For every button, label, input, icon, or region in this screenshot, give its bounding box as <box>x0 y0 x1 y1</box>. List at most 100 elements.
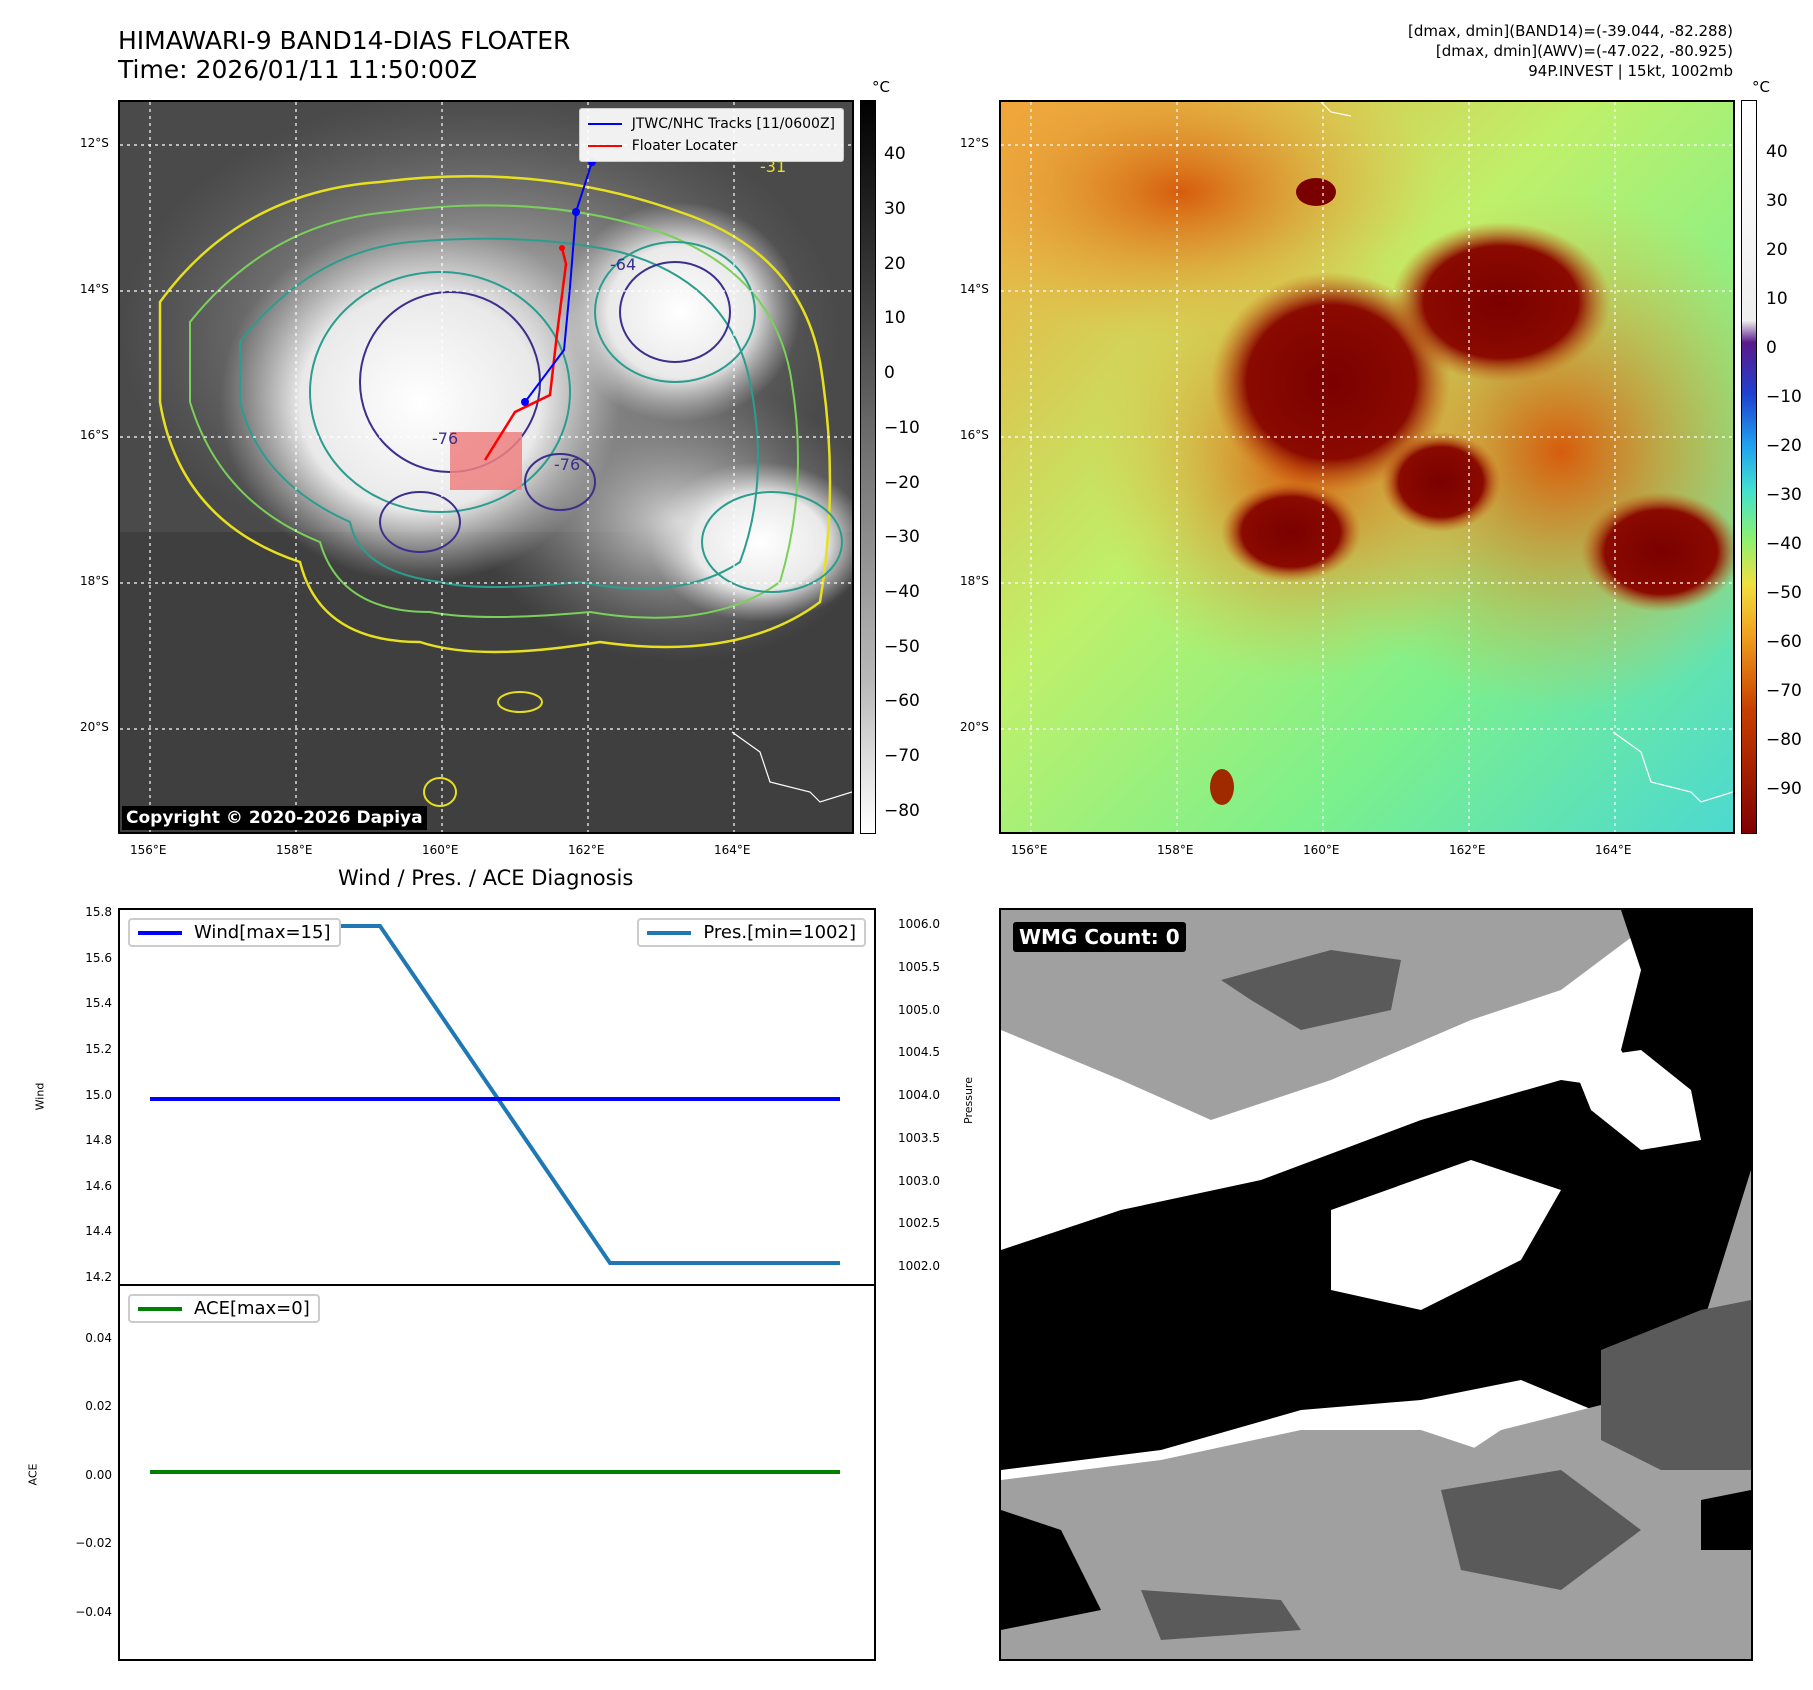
wind-legend: Wind[max=15] <box>128 918 341 947</box>
floater-point <box>559 245 565 251</box>
wind-axis-label: Wind <box>33 1082 47 1111</box>
colorbar-tick: −60 <box>884 691 920 711</box>
colorbar-tick: 30 <box>884 199 906 219</box>
pressure-tick: 1005.0 <box>898 1003 940 1017</box>
wmg-map: WMG Count: 0 <box>999 908 1753 1661</box>
wmg-count-badge: WMG Count: 0 <box>1013 922 1186 952</box>
colorbar-tick: 30 <box>1766 191 1788 211</box>
pressure-legend-label: Pres.[min=1002] <box>703 922 856 943</box>
floater-swatch <box>587 145 622 147</box>
pressure-tick: 1002.0 <box>898 1259 940 1273</box>
ace-axis-label: ACE <box>26 1463 40 1486</box>
colorbar-tick: −80 <box>884 801 920 821</box>
ace-tick: −0.04 <box>75 1605 112 1619</box>
colorbar-tick: −30 <box>884 527 920 547</box>
ace-tick: 0.00 <box>85 1468 112 1482</box>
pressure-tick: 1004.0 <box>898 1088 940 1102</box>
ace-svg <box>150 1470 840 1474</box>
lon-label: 160°E <box>1303 843 1340 857</box>
lat-label: 16°S <box>960 428 989 442</box>
legend-item-track: JTWC/NHC Tracks [11/0600Z] <box>587 113 835 135</box>
wind-swatch <box>138 930 182 935</box>
wind-legend-label: Wind[max=15] <box>194 922 331 943</box>
lon-label: 156°E <box>130 843 167 857</box>
lat-label: 12°S <box>960 136 989 150</box>
ace-legend-label: ACE[max=0] <box>194 1298 310 1319</box>
colorbar-tick: −30 <box>1766 485 1802 505</box>
wmg-image <box>1001 910 1751 1659</box>
lon-label: 164°E <box>714 843 751 857</box>
wind-tick: 15.6 <box>85 951 112 965</box>
legend-track-label: JTWC/NHC Tracks [11/0600Z] <box>631 116 835 132</box>
colorbar-tick: −50 <box>1766 583 1802 603</box>
lat-label: 20°S <box>960 720 989 734</box>
ace-swatch <box>138 1306 182 1311</box>
colorbar-tick: −40 <box>884 582 920 602</box>
colorbar-tick: −50 <box>884 637 920 657</box>
lat-label: 18°S <box>80 574 109 588</box>
wind-tick: 14.6 <box>85 1179 112 1193</box>
track-swatch <box>587 123 622 125</box>
contour-label: -76 <box>432 429 458 448</box>
track-point <box>572 208 580 216</box>
pressure-tick: 1003.0 <box>898 1174 940 1188</box>
pressure-tick: 1004.5 <box>898 1045 940 1059</box>
colorbar-tick: −10 <box>884 418 920 438</box>
lon-label: 162°E <box>568 843 605 857</box>
wind-tick: 14.8 <box>85 1133 112 1147</box>
colorbar-tick: 40 <box>1766 142 1788 162</box>
colorbar-tick: 0 <box>1766 338 1777 358</box>
wind-tick: 15.2 <box>85 1042 112 1056</box>
legend-floater-label: Floater Locater <box>631 138 738 154</box>
colorbar-tick: 40 <box>884 144 906 164</box>
colorbar-tick: −60 <box>1766 632 1802 652</box>
lat-label: 20°S <box>80 720 109 734</box>
ir-colorbar <box>860 100 876 834</box>
pressure-tick: 1005.5 <box>898 960 940 974</box>
pressure-legend: Pres.[min=1002] <box>637 918 866 947</box>
ir-legend: JTWC/NHC Tracks [11/0600Z] Floater Locat… <box>578 108 844 162</box>
lon-label: 156°E <box>1011 843 1048 857</box>
colorbar-tick: 20 <box>1766 240 1788 260</box>
colorbar-tick: 10 <box>884 308 906 328</box>
lon-label: 158°E <box>276 843 313 857</box>
lon-label: 158°E <box>1157 843 1194 857</box>
contour-label: -76 <box>554 455 580 474</box>
colorbar-tick: −10 <box>1766 387 1802 407</box>
lat-label: 16°S <box>80 428 109 442</box>
colorbar-tick: −40 <box>1766 534 1802 554</box>
pressure-tick: 1006.0 <box>898 917 940 931</box>
colorbar-tick: 20 <box>884 254 906 274</box>
band14-range-text: [dmax, dmin](BAND14)=(-39.044, -82.288) <box>1408 22 1733 40</box>
track-point <box>521 398 529 406</box>
colorbar-tick: −70 <box>884 746 920 766</box>
legend-item-floater: Floater Locater <box>587 135 835 157</box>
wind-tick: 14.4 <box>85 1224 112 1238</box>
wv-image <box>1001 102 1733 832</box>
colorbar-tick: −80 <box>1766 730 1802 750</box>
lat-label: 18°S <box>960 574 989 588</box>
colorbar-tick: 10 <box>1766 289 1788 309</box>
wind-tick: 15.8 <box>85 905 112 919</box>
ace-tick: −0.02 <box>75 1536 112 1550</box>
pressure-tick: 1002.5 <box>898 1216 940 1230</box>
ace-tick: 0.04 <box>85 1331 112 1345</box>
storm-info-text: 94P.INVEST | 15kt, 1002mb <box>1528 62 1733 80</box>
wind-pressure-svg <box>150 924 840 1265</box>
ace-chart: ACE[max=0] <box>118 1284 876 1661</box>
ace-tick: 0.02 <box>85 1399 112 1413</box>
lat-label: 14°S <box>960 282 989 296</box>
lon-label: 164°E <box>1595 843 1632 857</box>
wind-tick: 14.2 <box>85 1270 112 1284</box>
wv-colorbar <box>1741 100 1757 834</box>
copyright-badge: Copyright © 2020-2026 Dapiya <box>122 806 427 830</box>
wv-satellite-map <box>999 100 1735 834</box>
lon-label: 162°E <box>1449 843 1486 857</box>
colorbar-tick: −20 <box>884 473 920 493</box>
diag-title: Wind / Pres. / ACE Diagnosis <box>338 866 634 890</box>
ir-colorbar-unit: °C <box>872 78 890 96</box>
ace-legend: ACE[max=0] <box>128 1294 320 1323</box>
figure-timestamp: Time: 2026/01/11 11:50:00Z <box>118 55 477 84</box>
ir-image: -76 -76 -31 -64 <box>120 102 852 832</box>
wind-pressure-chart: Wind[max=15] Pres.[min=1002] <box>118 908 876 1286</box>
